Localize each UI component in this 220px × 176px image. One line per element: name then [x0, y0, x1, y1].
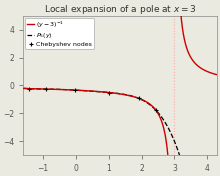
Title: Local expansion of a pole at $x = 3$: Local expansion of a pole at $x = 3$: [44, 3, 196, 16]
Legend: $(y - 3)^{-1}$, $P_5(y)$, Chebyshev nodes: $(y - 3)^{-1}$, $P_5(y)$, Chebyshev node…: [25, 18, 94, 49]
